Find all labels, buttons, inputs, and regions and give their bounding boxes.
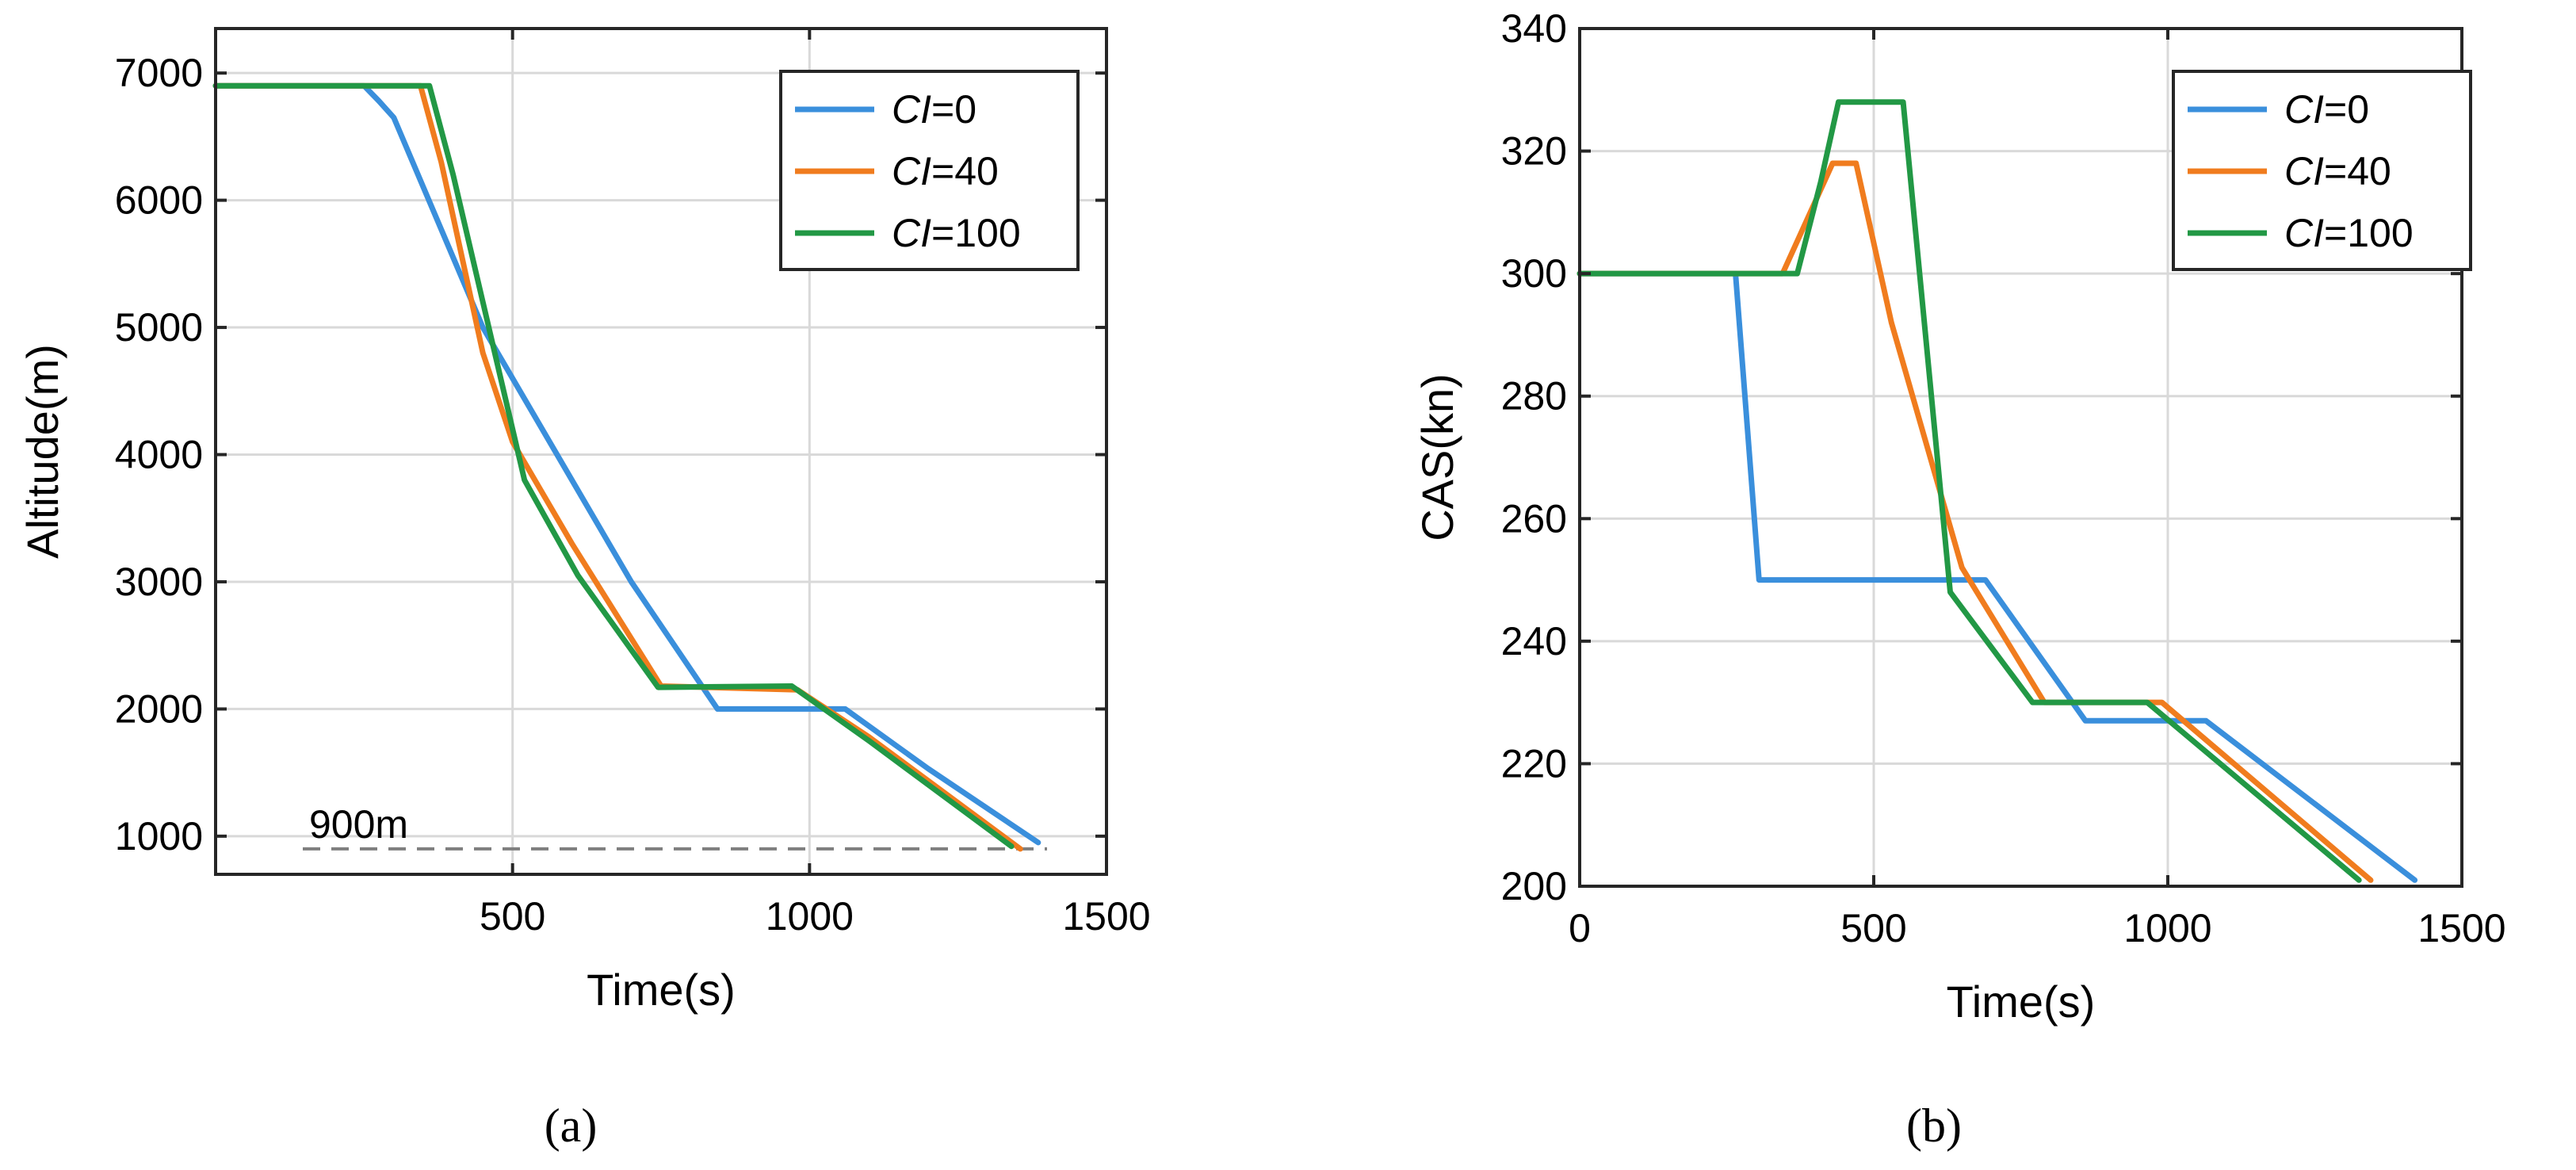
reference-line-label: 900m (309, 802, 408, 847)
x-axis-label: Time(s) (1947, 977, 2096, 1027)
legend-item: CI=40 (2188, 149, 2391, 193)
legend-label-value: =100 (2324, 211, 2414, 255)
y-tick-label: 2000 (115, 686, 203, 731)
x-tick-label: 1500 (1062, 894, 1150, 939)
y-tick-label: 220 (1501, 741, 1567, 786)
y-tick-label: 280 (1501, 374, 1567, 419)
y-axis-label: Altitude(m) (17, 344, 67, 559)
y-tick-label: 300 (1501, 251, 1567, 296)
legend-label-ci: CI (2284, 87, 2324, 132)
legend-label: CI=0 (2284, 87, 2369, 132)
legend-label-value: =40 (931, 149, 999, 193)
y-tick-label: 3000 (115, 560, 203, 604)
series-line-ci-100 (212, 82, 1015, 850)
y-tick-label: 7000 (115, 51, 203, 95)
legend-item: CI=100 (2188, 211, 2414, 255)
legend-label: CI=40 (2284, 149, 2391, 193)
series-line-ci-100 (1577, 99, 2362, 883)
legend-label-ci: CI (892, 211, 931, 255)
legend-label-ci: CI (892, 87, 931, 132)
legend-label-value: =0 (2324, 87, 2369, 132)
legend-label-value: =40 (2324, 149, 2391, 193)
legend-label: CI=100 (2284, 211, 2414, 255)
panel-caption: (a) (545, 1099, 598, 1152)
y-tick-label: 1000 (115, 814, 203, 858)
legend-label-value: =100 (931, 211, 1021, 255)
legend-label: CI=40 (892, 149, 999, 193)
y-tick-label: 200 (1501, 864, 1567, 908)
legend-label-ci: CI (2284, 149, 2324, 193)
legend-label: CI=0 (892, 87, 977, 132)
legend-item: CI=0 (2188, 87, 2369, 132)
y-tick-label: 6000 (115, 178, 203, 223)
axes-frame (214, 27, 1108, 876)
panel-caption: (b) (1906, 1099, 1962, 1152)
y-axis-label: CAS(kn) (1412, 373, 1462, 541)
chart-panel-a: 900m 500 1000 1500 1000 2000 3000 4000 5000 6000 7… (17, 27, 1151, 1152)
y-tick-label: 5000 (115, 305, 203, 350)
x-tick-label: 1500 (2417, 906, 2505, 950)
y-tick-label: 260 (1501, 496, 1567, 541)
legend-item: CI=100 (795, 211, 1021, 255)
legend-item: CI=40 (795, 149, 999, 193)
legend-label-ci: CI (2284, 211, 2324, 255)
x-tick-label: 1000 (766, 894, 854, 939)
y-tick-label: 340 (1501, 6, 1567, 51)
y-tick-label: 240 (1501, 619, 1567, 663)
legend-item: CI=0 (795, 87, 977, 132)
y-tick-label: 4000 (115, 433, 203, 477)
series-line-ci-0 (212, 82, 1041, 846)
legend-label-ci: CI (892, 149, 931, 193)
x-tick-label: 500 (1840, 906, 1906, 950)
y-tick-label: 320 (1501, 129, 1567, 174)
x-axis-label: Time(s) (587, 965, 736, 1015)
x-tick-label: 0 (1569, 906, 1591, 950)
legend-label: CI=100 (892, 211, 1021, 255)
x-tick-label: 500 (480, 894, 545, 939)
chart-panel-b: 0 500 1000 1500 200 220 240 260 280 300 320 340 Time… (1412, 6, 2506, 1152)
axes-frame (1578, 27, 2463, 888)
x-tick-label: 1000 (2123, 906, 2211, 950)
legend-label-value: =0 (931, 87, 977, 132)
